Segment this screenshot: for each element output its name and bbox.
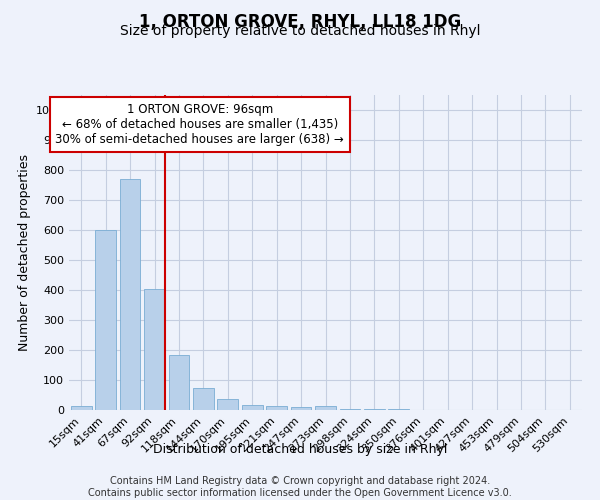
Bar — [193, 388, 214, 410]
Bar — [169, 354, 190, 410]
Text: Contains HM Land Registry data © Crown copyright and database right 2024.
Contai: Contains HM Land Registry data © Crown c… — [88, 476, 512, 498]
Bar — [364, 409, 385, 410]
Bar — [95, 230, 116, 410]
Bar — [242, 405, 263, 410]
Bar — [217, 399, 238, 410]
Text: Distribution of detached houses by size in Rhyl: Distribution of detached houses by size … — [153, 442, 447, 456]
Bar — [315, 406, 336, 410]
Bar — [340, 408, 361, 410]
Bar — [71, 406, 92, 410]
Text: Size of property relative to detached houses in Rhyl: Size of property relative to detached ho… — [120, 24, 480, 38]
Bar — [290, 407, 311, 410]
Bar — [144, 288, 165, 410]
Bar — [119, 179, 140, 410]
Text: 1 ORTON GROVE: 96sqm
← 68% of detached houses are smaller (1,435)
30% of semi-de: 1 ORTON GROVE: 96sqm ← 68% of detached h… — [55, 103, 344, 146]
Text: 1, ORTON GROVE, RHYL, LL18 1DG: 1, ORTON GROVE, RHYL, LL18 1DG — [139, 12, 461, 30]
Bar — [266, 406, 287, 410]
Y-axis label: Number of detached properties: Number of detached properties — [17, 154, 31, 351]
